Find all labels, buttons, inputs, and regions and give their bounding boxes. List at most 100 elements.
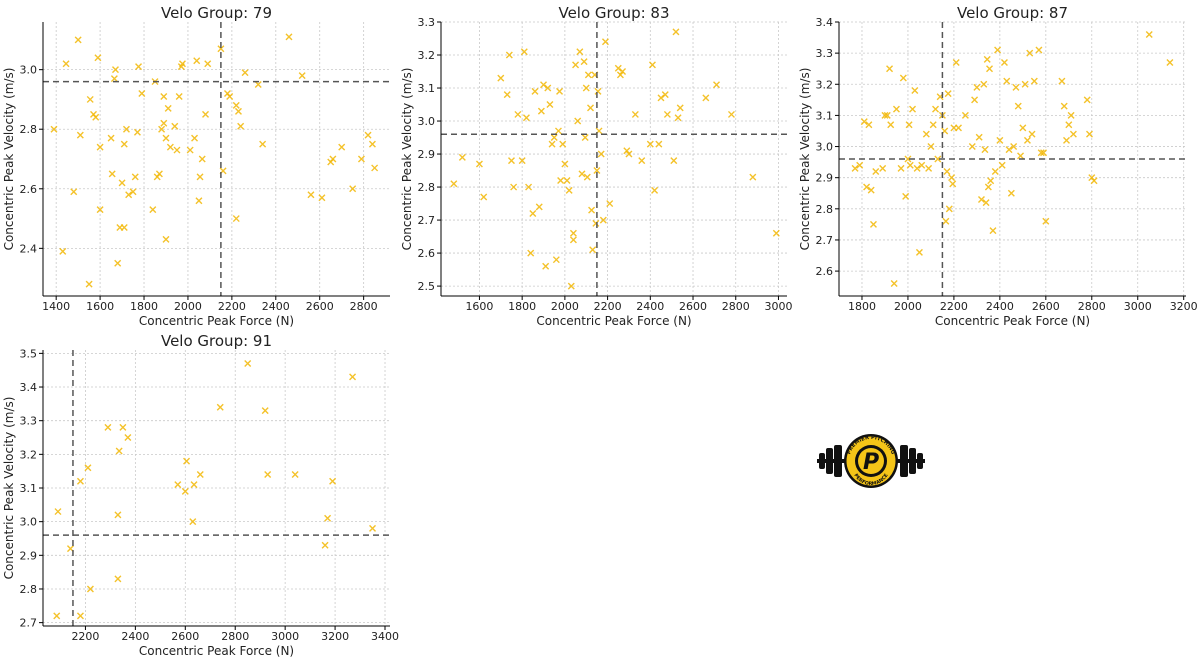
data-point	[135, 63, 143, 71]
data-point	[190, 481, 198, 489]
x-tick-label: 1600	[465, 300, 493, 313]
data-point	[324, 514, 332, 522]
chart-title: Velo Group: 87	[957, 4, 1068, 22]
data-point	[338, 143, 346, 151]
y-tick-label: 3.2	[20, 448, 38, 461]
data-point	[1010, 143, 1018, 151]
data-point	[1040, 149, 1048, 157]
data-points	[50, 33, 379, 288]
data-point	[904, 155, 912, 163]
scatter-chart-4: 2200 2400 2600 2800 3000 3200 3400 2.7 2.8 2.9 3.0…	[2, 332, 399, 658]
x-axis-label: Concentric Peak Force (N)	[139, 314, 294, 328]
data-point	[76, 612, 84, 620]
data-point	[261, 407, 269, 415]
data-point	[232, 215, 240, 223]
y-tick-label: 3.0	[816, 141, 834, 154]
data-point	[507, 157, 515, 165]
y-tick-label: 2.8	[418, 181, 436, 194]
data-point	[998, 161, 1006, 169]
data-point	[62, 60, 70, 68]
data-point	[1023, 136, 1031, 144]
data-point	[922, 130, 930, 138]
x-tick-label: 3200	[1170, 300, 1198, 313]
data-point	[872, 167, 880, 175]
data-point	[160, 92, 168, 100]
y-tick-label: 3.1	[816, 109, 834, 122]
y-tick-label: 3.2	[418, 49, 436, 62]
data-point	[1000, 58, 1008, 66]
data-point	[663, 110, 671, 118]
data-point	[368, 140, 376, 148]
data-point	[518, 157, 526, 165]
data-point	[592, 219, 600, 227]
data-point	[226, 92, 234, 100]
x-tick-label: 2800	[221, 630, 249, 643]
data-point	[1042, 217, 1050, 225]
data-point	[124, 434, 132, 442]
data-point	[195, 197, 203, 205]
y-tick-label: 3.3	[20, 415, 38, 428]
x-tick-label: 1800	[848, 300, 876, 313]
data-point	[162, 134, 170, 142]
data-point	[982, 199, 990, 207]
x-tick-label: 1800	[508, 300, 536, 313]
data-point	[584, 71, 592, 79]
x-axis-label: Concentric Peak Force (N)	[536, 314, 691, 328]
data-point	[53, 612, 61, 620]
data-point	[1003, 77, 1011, 85]
y-tick-label: 3.1	[418, 82, 436, 95]
x-tick-label: 2400	[121, 630, 149, 643]
data-point	[94, 54, 102, 62]
y-tick-label: 2.5	[418, 280, 436, 293]
data-point	[70, 188, 78, 196]
data-point	[886, 65, 894, 73]
x-tick-label: 2600	[171, 630, 199, 643]
data-point	[661, 91, 669, 99]
data-point	[929, 121, 937, 129]
data-point	[676, 104, 684, 112]
data-point	[84, 464, 92, 472]
data-point	[883, 111, 891, 119]
data-point	[589, 246, 597, 254]
data-point	[927, 143, 935, 151]
data-point	[582, 84, 590, 92]
data-point	[655, 140, 663, 148]
data-point	[298, 72, 306, 80]
data-point	[672, 28, 680, 36]
y-tick-label: 2.8	[20, 583, 38, 596]
data-point	[588, 206, 596, 214]
data-point	[86, 585, 94, 593]
data-point	[76, 477, 84, 485]
data-point	[1028, 130, 1036, 138]
data-point	[887, 121, 895, 129]
data-point	[559, 140, 567, 148]
data-point	[217, 45, 225, 53]
data-point	[619, 68, 627, 76]
data-point	[856, 161, 864, 169]
y-axis-label: Concentric Peak Velocity (m/s)	[2, 397, 16, 580]
data-points	[450, 28, 780, 290]
data-point	[569, 229, 577, 237]
data-point	[318, 194, 326, 202]
x-tick-label: 3400	[371, 630, 399, 643]
data-point	[567, 282, 575, 290]
data-point	[122, 125, 130, 133]
data-point	[244, 359, 252, 367]
data-point	[909, 105, 917, 113]
data-point	[114, 575, 122, 583]
data-point	[651, 186, 659, 194]
data-point	[527, 249, 535, 257]
data-point	[1026, 49, 1034, 57]
premier-pitching-performance-logo: P PREMIER PITCHING PERFORMANCE	[816, 433, 926, 489]
data-point	[631, 110, 639, 118]
data-point	[1090, 177, 1098, 185]
data-point	[175, 92, 183, 100]
y-tick-label: 3.0	[418, 115, 436, 128]
y-tick-label: 2.9	[418, 148, 436, 161]
data-point	[991, 167, 999, 175]
data-point	[674, 114, 682, 122]
y-tick-label: 3.0	[20, 64, 38, 77]
data-point	[975, 133, 983, 141]
data-point	[92, 113, 100, 121]
